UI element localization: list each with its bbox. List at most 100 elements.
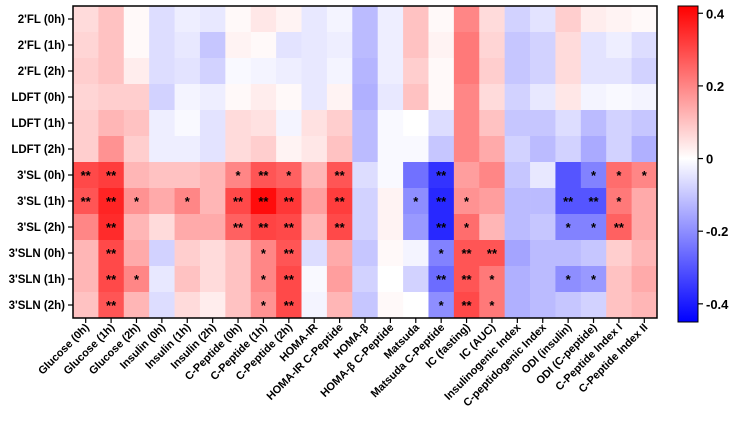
heatmap-cell [174,110,201,137]
significance-marker: ** [462,246,473,261]
heatmap-cell [73,240,99,267]
significance-marker: * [236,168,242,183]
colorbar: 0.4 0.2 0 -0.2 -0.4 [677,5,729,323]
heatmap-cell [276,58,302,85]
heatmap-cell [250,214,277,241]
heatmap-cell [377,292,404,319]
significance-marker: ** [284,194,295,209]
heatmap-cell [352,110,379,137]
heatmap-cell [301,32,328,59]
heatmap-cell [225,6,252,33]
heatmap-cell [250,292,277,319]
colorbar-gradient [677,5,699,323]
heatmap-cell [149,136,175,163]
heatmap-cell [326,136,353,163]
heatmap-cell [276,266,302,293]
heatmap-cell [98,136,125,163]
heatmap-cell [326,266,353,293]
significance-marker: * [566,220,572,235]
significance-marker: * [616,168,622,183]
heatmap-cell [453,162,480,189]
colorbar-tick-label: 0 [706,152,713,167]
heatmap-cell [199,292,226,319]
heatmap-cell [606,58,633,85]
heatmap-cell [631,240,658,267]
heatmap-cell [555,214,582,241]
significance-marker: ** [284,220,295,235]
heatmap-cell [403,214,429,241]
significance-marker: ** [106,194,117,209]
significance-marker: ** [81,194,92,209]
heatmap-cell [250,162,277,189]
significance-marker: * [134,272,140,287]
significance-marker: ** [106,246,117,261]
heatmap-cell [453,110,480,137]
heatmap-cell [98,292,125,319]
heatmap-cell [403,292,429,319]
colorbar-tick-label: -0.2 [706,224,728,239]
heatmap-cell [580,214,607,241]
significance-markers: ** ** * ** * ** ** * * *** ** * * ** ** ** ** * ** * ** ** ***… [81,168,648,313]
heatmap-cell [428,188,455,215]
heatmap-cell [250,32,277,59]
heatmap-cell [352,188,379,215]
row-label: 2'FL (2h) [18,66,65,78]
row-label: 3'SLN (1h) [9,274,66,286]
heatmap-cell [276,136,302,163]
heatmap-cell [606,214,633,241]
heatmap-cell [403,188,429,215]
heatmap-cell [428,292,455,319]
heatmap-cell [326,214,353,241]
heatmap-cell [73,188,99,215]
significance-marker: * [439,246,445,261]
heatmap-cell [73,266,99,293]
significance-marker: * [261,272,267,287]
heatmap-cell [98,110,125,137]
heatmap-cell [631,292,658,319]
heatmap-cell [479,292,506,319]
column-labels: Glucose (0h)Glucose (1h)Glucose (2h)Insu… [36,318,650,409]
heatmap-cell [199,266,226,293]
heatmap-cell [301,266,328,293]
heatmap-cell [174,292,201,319]
heatmap-cell [98,266,125,293]
heatmap-cell [250,58,277,85]
row-label: 3'SL (2h) [17,222,65,234]
heatmap-cell [479,162,506,189]
significance-marker: * [185,194,191,209]
significance-marker: * [591,168,597,183]
heatmap-cell [73,58,99,85]
heatmap-cell [98,214,125,241]
significance-marker: * [642,168,648,183]
heatmap-cell [225,188,252,215]
heatmap-cell [530,58,556,85]
heatmap-cell [326,6,353,33]
heatmap-cell [606,162,633,189]
heatmap-cell [453,292,480,319]
significance-marker: * [489,298,495,313]
heatmap-cell [377,58,404,85]
significance-marker: ** [335,194,346,209]
heatmap-cell [631,162,658,189]
heatmap-cell [530,292,556,319]
heatmap-cell [453,6,480,33]
significance-marker: * [261,246,267,261]
heatmap-cell [225,84,252,111]
heatmap-cell [276,110,302,137]
significance-marker: ** [462,298,473,313]
significance-marker: ** [258,220,269,235]
heatmap-cell [377,6,404,33]
heatmap-cell [580,136,607,163]
significance-marker: * [616,194,622,209]
heatmap-cell [377,266,404,293]
heatmap-cell [301,6,328,33]
heatmap-cell [352,162,379,189]
significance-marker: * [134,194,140,209]
heatmap-cell [250,188,277,215]
heatmap-cell [123,162,150,189]
heatmap-cell [530,214,556,241]
heatmap-cell [453,214,480,241]
heatmap-cell [631,136,658,163]
significance-marker: ** [106,272,117,287]
